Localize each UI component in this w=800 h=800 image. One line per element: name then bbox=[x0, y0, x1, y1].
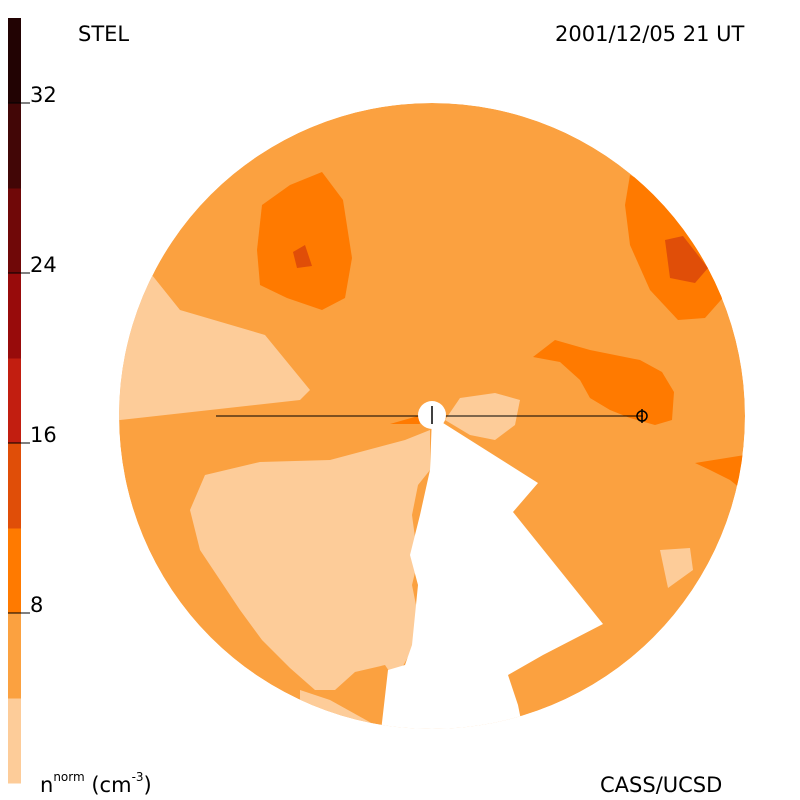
unit-rest: (cm bbox=[91, 773, 132, 797]
instrument-label: STEL bbox=[78, 22, 130, 46]
no-data-region bbox=[380, 416, 603, 729]
density-region-low-southwest bbox=[190, 430, 430, 690]
colorbar-tick-label-32: 32 bbox=[30, 83, 57, 107]
colorbar-unit-label: nnorm (cm-3) bbox=[40, 771, 152, 797]
density-region-low-east bbox=[660, 548, 693, 588]
density-region-enhanced-east bbox=[533, 340, 674, 425]
colorbar-bin-3 bbox=[8, 443, 21, 529]
datetime-label: 2001/12/05 21 UT bbox=[555, 22, 745, 46]
colorbar-tick-label-16: 16 bbox=[30, 423, 57, 447]
colorbar-bin-4 bbox=[8, 358, 21, 444]
colorbar-bin-0 bbox=[8, 698, 21, 784]
density-region-enhanced-east-edge bbox=[695, 455, 745, 488]
density-region-core-northwest bbox=[293, 245, 312, 268]
colorbar-tick-label-24: 24 bbox=[30, 253, 57, 277]
colorbar-tick-label-8: 8 bbox=[30, 593, 43, 617]
density-region-enhanced-northwest bbox=[257, 172, 352, 310]
colorbar-bin-6 bbox=[8, 188, 21, 274]
colorbar-bin-8 bbox=[8, 18, 21, 104]
unit-superscript: norm bbox=[53, 770, 85, 784]
density-region-enhanced-near-sun bbox=[390, 416, 420, 424]
colorbar-bin-5 bbox=[8, 273, 21, 359]
colorbar-ticks: 8 16 24 32 bbox=[8, 83, 57, 617]
unit-exponent: -3 bbox=[131, 770, 144, 784]
colorbar-bin-1 bbox=[8, 613, 21, 699]
colorbar-bin-2 bbox=[8, 528, 21, 614]
unit-close: ) bbox=[143, 773, 152, 797]
colorbar bbox=[8, 18, 21, 784]
unit-base: n bbox=[40, 773, 54, 797]
colorbar-bin-7 bbox=[8, 103, 21, 189]
credit-label: CASS/UCSD bbox=[600, 773, 723, 797]
density-region-core-northeast bbox=[665, 236, 708, 283]
